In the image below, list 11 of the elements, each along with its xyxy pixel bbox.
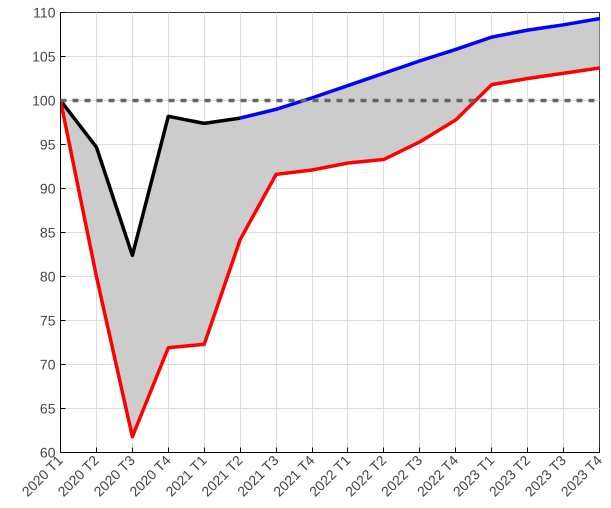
- y-tick-label: 95: [40, 136, 56, 152]
- y-tick-label: 110: [33, 4, 56, 20]
- y-tick-label: 65: [40, 400, 56, 416]
- line-series: [238, 16, 600, 120]
- y-tick-label: 100: [32, 92, 56, 108]
- y-tick-label: 85: [40, 224, 56, 240]
- y-tick-label: 105: [32, 48, 56, 64]
- y-tick-label: 75: [40, 312, 56, 328]
- y-tick-label: 70: [40, 356, 56, 372]
- y-tick-label: 90: [40, 180, 56, 196]
- y-tick-label: 80: [40, 268, 56, 284]
